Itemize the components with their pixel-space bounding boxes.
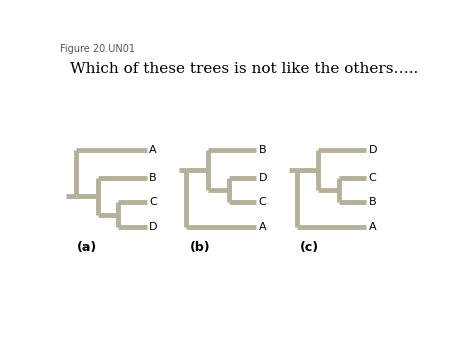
Text: B: B bbox=[149, 173, 157, 183]
Text: A: A bbox=[258, 222, 266, 232]
Text: Which of these trees is not like the others…..: Which of these trees is not like the oth… bbox=[70, 62, 418, 76]
Text: (a): (a) bbox=[76, 241, 97, 254]
Text: (b): (b) bbox=[189, 241, 210, 254]
Text: Figure 20.UN01: Figure 20.UN01 bbox=[60, 44, 135, 54]
Text: C: C bbox=[369, 173, 376, 183]
Text: (c): (c) bbox=[300, 241, 319, 254]
Text: A: A bbox=[149, 145, 157, 155]
Text: C: C bbox=[149, 197, 157, 207]
Text: D: D bbox=[369, 145, 377, 155]
Text: B: B bbox=[258, 145, 266, 155]
Text: A: A bbox=[369, 222, 376, 232]
Text: B: B bbox=[369, 197, 376, 207]
Text: D: D bbox=[149, 222, 158, 232]
Text: D: D bbox=[258, 173, 267, 183]
Text: C: C bbox=[258, 197, 266, 207]
